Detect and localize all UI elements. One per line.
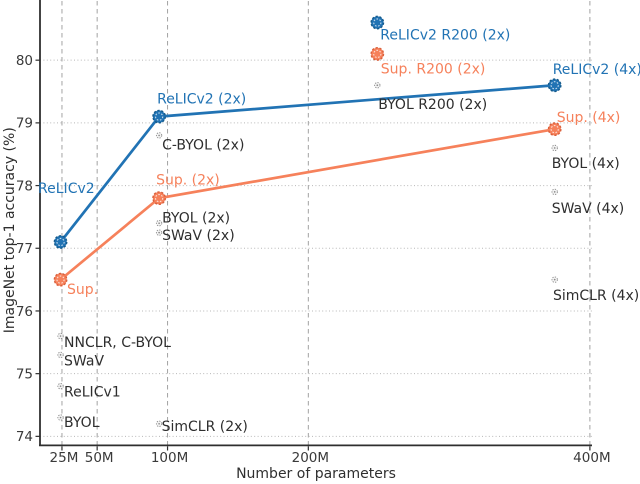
- series-line-sup: [59, 127, 557, 281]
- series-lines: [59, 83, 557, 281]
- marker-sup-r200-2x: [370, 47, 385, 61]
- marker-dot-byol: [59, 416, 62, 419]
- marker-ring-relicv2-4x: [550, 81, 559, 90]
- annotation-relicv2-r200-2x: ReLICv2 R200 (2x): [380, 28, 510, 44]
- x-axis-title: Number of parameters: [236, 466, 396, 482]
- marker-circle-sup: [53, 272, 68, 287]
- marker-simclr-2x: [155, 420, 163, 427]
- marker-sup: [53, 272, 68, 287]
- marker-dot-byol-r200-2x: [376, 84, 379, 87]
- axes: 25M 50M 100M 200M 400M 74 75 76 77 78 79 80 Number o…: [2, 0, 611, 482]
- marker-ring-sup: [56, 275, 65, 284]
- marker-dot-nnclr-c-byol: [59, 335, 62, 337]
- annotation-simclr-4x: SimCLR (4x): [553, 288, 639, 304]
- y-tick-label-75: 75: [16, 366, 33, 382]
- marker-circle-relicv2-4x: [547, 78, 562, 93]
- marker-ring-relicv2-r200-2x: [373, 18, 382, 27]
- annotation-swav: SWaV: [64, 353, 104, 369]
- marker-dot-byol-2x: [158, 222, 160, 225]
- marker-ring-sup-4x: [550, 124, 559, 134]
- marker-circle-relicv2-2x: [152, 109, 167, 124]
- y-axis-title: ImageNet top-1 accuracy (%): [2, 127, 18, 333]
- annotation-relicv2-2x: ReLICv2 (2x): [157, 92, 246, 108]
- x-tick-label-100m: 100M: [151, 450, 188, 466]
- annotation-byol-4x: BYOL (4x): [552, 156, 620, 172]
- marker-dot-swav-4x: [553, 190, 556, 193]
- annotation-byol: BYOL: [64, 415, 100, 431]
- marker-dot-simclr-4x: [553, 278, 556, 281]
- annotation-relicv2-4x: ReLICv2 (4x): [553, 62, 640, 78]
- marker-swav-2x: [155, 229, 163, 236]
- annotation-sup-r200-2x: Sup. R200 (2x): [381, 61, 486, 77]
- marker-byol-4x: [551, 144, 558, 152]
- x-tick-label-50m: 50M: [85, 450, 114, 466]
- marker-ring-relicv2: [56, 237, 65, 247]
- annotation-relicv1: ReLICv1: [64, 385, 121, 401]
- marker-ring-sup-2x: [154, 193, 164, 203]
- annotation-c-byol-2x: C-BYOL (2x): [162, 137, 244, 153]
- marker-swav: [57, 351, 64, 358]
- marker-dot-swav: [59, 353, 62, 356]
- marker-circle-sup-4x: [547, 122, 562, 137]
- grid: [40, 1, 592, 445]
- marker-ring-sup-r200-2x: [373, 49, 382, 59]
- marker-dot-simclr-2x: [158, 422, 160, 425]
- annotation-relicv2: ReLICv2: [38, 181, 95, 197]
- y-tick-label-80: 80: [16, 53, 33, 69]
- annotation-byol-r200-2x: BYOL R200 (2x): [378, 97, 487, 113]
- y-tick-label-74: 74: [16, 429, 33, 445]
- series-points: ReLICv2 ReLICv2 (2x) ReLICv2 (4x) Sup. Sup. …: [38, 15, 640, 298]
- marker-circle-sup-2x: [152, 191, 167, 206]
- marker-byol: [57, 414, 64, 421]
- marker-relicv2-r200-2x: [370, 15, 385, 30]
- marker-circle-sup-r200-2x: [370, 47, 385, 61]
- marker-dot-c-byol-2x: [158, 134, 160, 137]
- annotation-sup-4x: Sup. (4x): [557, 110, 621, 126]
- marker-sup-2x: [152, 191, 167, 206]
- annotation-sup-2x: Sup. (2x): [156, 173, 220, 189]
- annotation-swav-4x: SWaV (4x): [552, 201, 625, 217]
- marker-byol-r200-2x: [374, 82, 381, 89]
- y-tick-label-77: 77: [16, 241, 33, 257]
- marker-dot-byol-4x: [553, 147, 556, 149]
- marker-ring-relicv2-2x: [154, 112, 164, 121]
- marker-simclr-4x: [551, 276, 558, 283]
- marker-relicv2: [53, 235, 68, 249]
- annotation-swav-2x: SWaV (2x): [162, 228, 235, 244]
- annotation-simclr-2x: SimCLR (2x): [162, 419, 248, 435]
- x-tick-label-200m: 200M: [292, 450, 329, 466]
- baseline-points: NNCLR, C-BYOL SWaV ReLICv1 BYOL C-BYOL (2x) B…: [57, 82, 639, 435]
- annotation-byol-2x: BYOL (2x): [162, 211, 230, 227]
- y-tick-label-78: 78: [16, 178, 33, 194]
- marker-swav-4x: [551, 188, 558, 195]
- x-tick-label-25m: 25M: [50, 450, 79, 466]
- marker-circle-relicv2-r200-2x: [370, 15, 385, 30]
- marker-nnclr-c-byol: [57, 332, 64, 340]
- x-tick-label-400m: 400M: [573, 450, 610, 466]
- marker-circle-relicv2: [53, 235, 68, 249]
- marker-sup-4x: [547, 122, 562, 137]
- marker-c-byol-2x: [155, 132, 163, 139]
- marker-dot-relicv1: [59, 385, 62, 388]
- marker-dot-swav-2x: [158, 231, 160, 234]
- annotation-nnclr-c-byol: NNCLR, C-BYOL: [64, 335, 171, 351]
- marker-relicv1: [57, 383, 64, 390]
- marker-byol-2x: [155, 220, 163, 227]
- marker-relicv2-2x: [152, 109, 167, 124]
- y-tick-label-76: 76: [16, 304, 33, 320]
- marker-relicv2-4x: [547, 78, 562, 93]
- y-tick-label-79: 79: [16, 116, 33, 132]
- annotation-sup: Sup.: [67, 282, 98, 298]
